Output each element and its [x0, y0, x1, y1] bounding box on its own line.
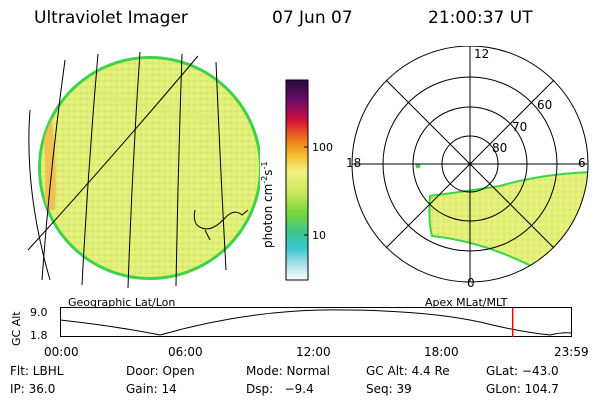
xtick-1800: 18:00: [424, 345, 459, 359]
altitude-ytick-top: 9.0: [30, 306, 48, 319]
colorbar-tick-100: 100: [312, 141, 333, 154]
colorbar: [285, 79, 309, 281]
xtick-0600: 06:00: [168, 345, 203, 359]
colorbar-unit-label: photon cm-2s-1: [260, 161, 275, 248]
polar-plot: [351, 46, 589, 283]
time-label: 21:00:37 UT: [428, 8, 533, 28]
mlt-label-12: 12: [474, 47, 490, 61]
info-door: Door: Open: [126, 364, 195, 378]
geographic-caption: Geographic Lat/Lon: [68, 296, 176, 309]
mlt-label-18: 18: [346, 156, 362, 170]
mlt-label-0: 0: [467, 276, 475, 290]
colorbar-tick-10: 10: [312, 229, 326, 242]
altitude-ylabel: GC Alt: [10, 311, 23, 346]
altitude-frame: [60, 307, 572, 337]
polar-grid: [351, 46, 589, 283]
info-seq: Seq: 39: [366, 382, 412, 396]
mlt-label-6: 6: [578, 156, 586, 170]
altitude-plot: [60, 307, 573, 337]
info-ip: IP: 36.0: [10, 382, 56, 396]
polar-point: [415, 163, 421, 169]
altitude-curve: [60, 309, 573, 336]
xtick-1200: 12:00: [296, 345, 331, 359]
lat-lon-grid: [27, 51, 249, 289]
geographic-image-panel: [27, 51, 260, 289]
lat-label-70: 70: [512, 120, 528, 134]
xtick-2359: 23:59: [554, 345, 589, 359]
info-gain: Gain: 14: [126, 382, 177, 396]
xtick-0000: 00:00: [44, 345, 79, 359]
polar-caption: Apex MLat/MLT: [425, 296, 508, 309]
auroral-oval: [428, 170, 588, 282]
info-mode: Mode: Normal: [246, 364, 330, 378]
lat-label-60: 60: [537, 98, 553, 112]
altitude-ytick-bottom: 1.8: [30, 329, 48, 342]
colorbar-gradient: [285, 79, 309, 281]
info-glat: GLat: −43.0: [486, 364, 559, 378]
info-filter: Flt: LBHL: [10, 364, 64, 378]
info-dsp: Dsp: −9.4: [246, 382, 314, 396]
info-glon: GLon: 104.7: [486, 382, 559, 396]
globe-disc: [41, 59, 259, 277]
date-label: 07 Jun 07: [272, 8, 353, 28]
info-gc-alt: GC Alt: 4.4 Re: [366, 364, 450, 378]
app-title: Ultraviolet Imager: [34, 8, 188, 28]
lat-label-80: 80: [492, 141, 508, 155]
